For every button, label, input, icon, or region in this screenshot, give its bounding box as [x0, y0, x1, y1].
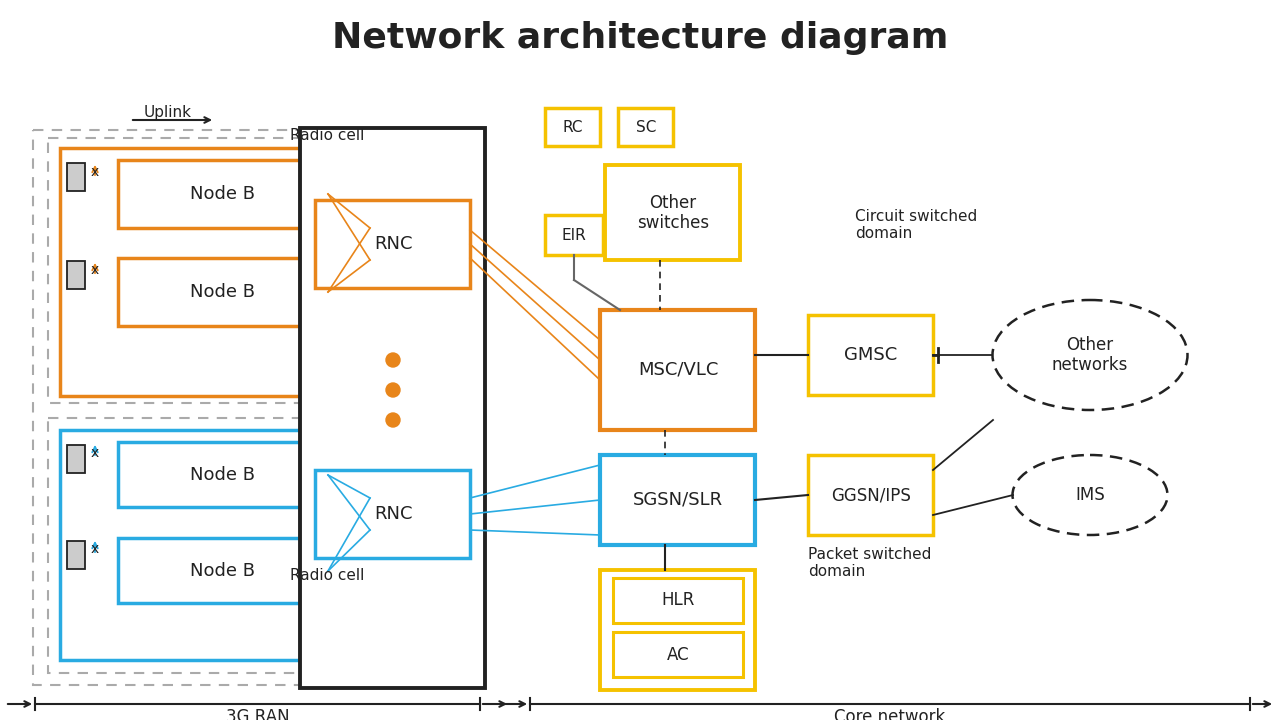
FancyBboxPatch shape: [613, 632, 742, 677]
Text: GGSN/IPS: GGSN/IPS: [831, 486, 911, 504]
Text: Node B: Node B: [191, 283, 256, 301]
FancyBboxPatch shape: [808, 315, 933, 395]
FancyBboxPatch shape: [118, 258, 328, 326]
Circle shape: [387, 353, 399, 367]
FancyBboxPatch shape: [67, 261, 84, 289]
Text: RC: RC: [563, 120, 584, 135]
FancyBboxPatch shape: [808, 455, 933, 535]
FancyBboxPatch shape: [315, 470, 470, 558]
Text: GMSC: GMSC: [845, 346, 897, 364]
Text: EIR: EIR: [562, 228, 586, 243]
FancyBboxPatch shape: [67, 163, 84, 191]
Circle shape: [387, 383, 399, 397]
Ellipse shape: [1012, 455, 1167, 535]
Text: IMS: IMS: [1075, 486, 1105, 504]
Text: AC: AC: [667, 646, 690, 664]
FancyBboxPatch shape: [67, 445, 84, 473]
Text: x: x: [91, 263, 99, 277]
Text: x: x: [91, 446, 99, 460]
FancyBboxPatch shape: [545, 215, 603, 255]
Ellipse shape: [992, 300, 1188, 410]
FancyBboxPatch shape: [605, 165, 740, 260]
Text: RNC: RNC: [374, 235, 412, 253]
Text: Node B: Node B: [191, 562, 256, 580]
FancyBboxPatch shape: [315, 200, 470, 288]
Text: Radio cell: Radio cell: [291, 127, 365, 143]
FancyBboxPatch shape: [600, 310, 755, 430]
Text: Node B: Node B: [191, 466, 256, 484]
Text: x: x: [91, 165, 99, 179]
Text: Uplink: Uplink: [143, 104, 192, 120]
Text: Network architecture diagram: Network architecture diagram: [332, 21, 948, 55]
FancyBboxPatch shape: [600, 570, 755, 690]
FancyBboxPatch shape: [60, 430, 415, 660]
Text: MSC/VLC: MSC/VLC: [637, 361, 718, 379]
Text: x: x: [91, 542, 99, 556]
FancyBboxPatch shape: [118, 160, 328, 228]
FancyBboxPatch shape: [300, 128, 485, 688]
Text: 3G RAN: 3G RAN: [227, 708, 289, 720]
FancyBboxPatch shape: [545, 108, 600, 146]
Circle shape: [387, 413, 399, 427]
Text: Radio cell: Radio cell: [291, 567, 365, 582]
FancyBboxPatch shape: [118, 442, 328, 507]
FancyBboxPatch shape: [60, 148, 415, 396]
FancyBboxPatch shape: [600, 455, 755, 545]
Text: Other
networks: Other networks: [1052, 336, 1128, 374]
Text: Packet switched
domain: Packet switched domain: [808, 546, 932, 579]
Text: Other
switches: Other switches: [637, 194, 709, 233]
FancyBboxPatch shape: [118, 538, 328, 603]
Text: SC: SC: [636, 120, 657, 135]
FancyBboxPatch shape: [67, 541, 84, 569]
Text: RNC: RNC: [374, 505, 412, 523]
Text: Core network: Core network: [835, 708, 946, 720]
Text: HLR: HLR: [662, 591, 695, 609]
FancyBboxPatch shape: [618, 108, 673, 146]
Text: Circuit switched
domain: Circuit switched domain: [855, 209, 977, 241]
Text: SGSN/SLR: SGSN/SLR: [632, 491, 723, 509]
Text: Node B: Node B: [191, 185, 256, 203]
FancyBboxPatch shape: [613, 578, 742, 623]
